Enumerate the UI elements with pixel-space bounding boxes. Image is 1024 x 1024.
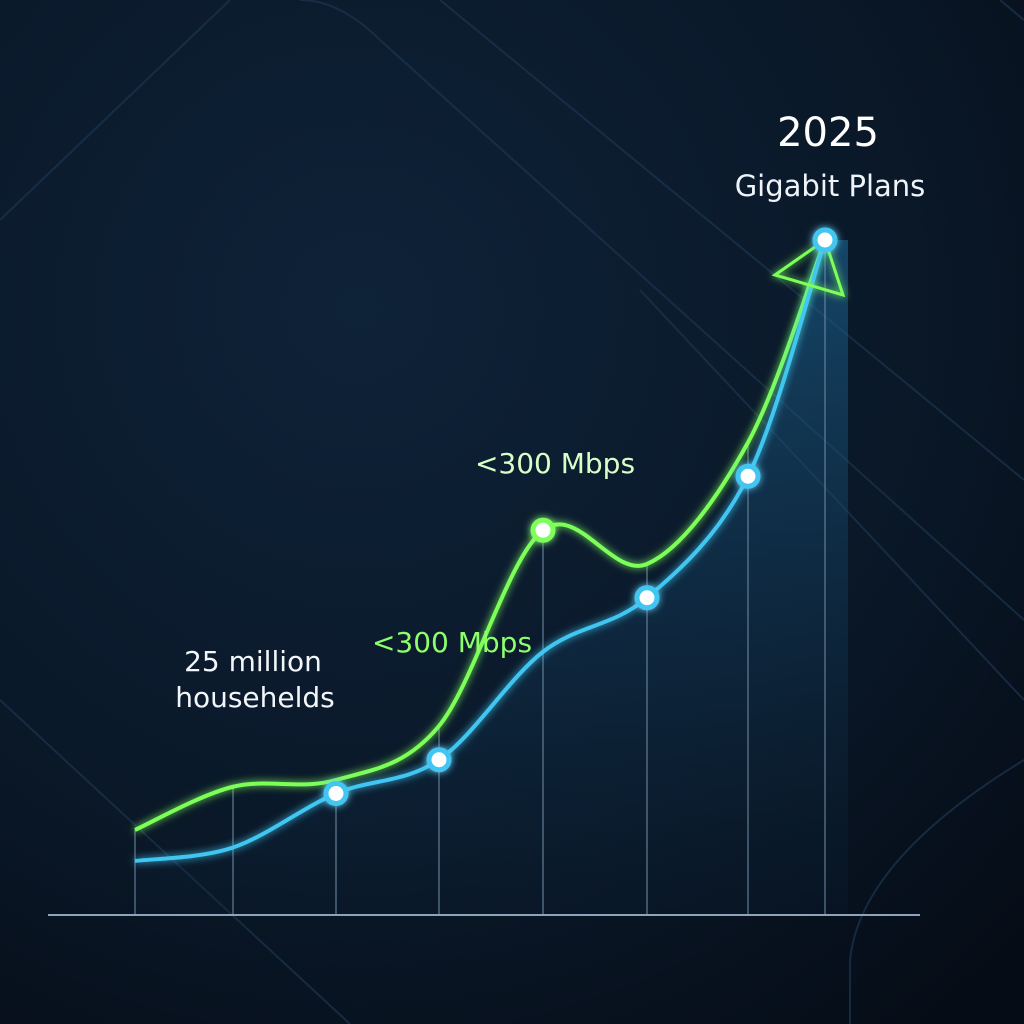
annotation: househelds [175, 681, 335, 714]
arrow-head [771, 237, 846, 298]
area [135, 240, 848, 915]
annotation: 2025 [777, 110, 879, 156]
series-line [134, 239, 827, 832]
annotation: Gigabit Plans [735, 169, 926, 203]
point [426, 747, 452, 773]
annotation: <300 Mbps [475, 447, 635, 480]
point [735, 463, 761, 489]
annotation: 25 million [184, 645, 322, 678]
point [634, 585, 660, 611]
point [323, 781, 349, 806]
annotation: <300 Mbps [372, 626, 532, 659]
point [812, 227, 838, 253]
point [530, 517, 556, 543]
